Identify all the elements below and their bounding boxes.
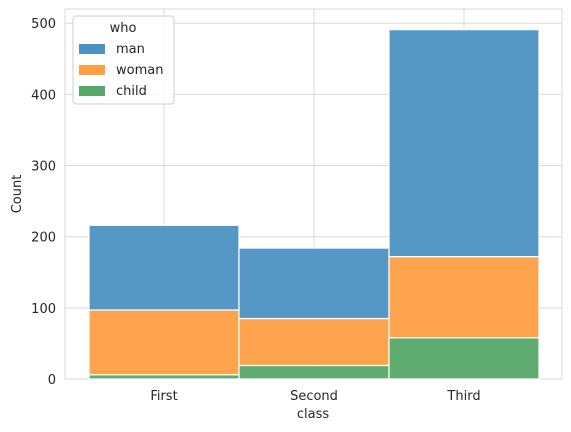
legend-swatch-man [79,44,105,54]
bar-woman-first [88,309,240,376]
legend-label-woman: woman [116,63,163,78]
y-tick-label: 400 [31,88,56,103]
legend-box [72,15,175,105]
y-tick-label: 100 [31,302,56,317]
legend-swatch-child [79,86,105,96]
bar-child-first [88,374,240,380]
legend-title: who [110,21,137,36]
y-axis-label: Count [10,175,25,214]
legend-label-man: man [116,42,145,57]
legend-label-child: child [116,84,147,99]
bar-woman-second [238,317,390,367]
legend-swatch-woman [79,65,105,75]
x-axis-label: class [297,407,329,422]
legend: who man woman child [72,15,175,105]
y-tick-label: 200 [31,231,56,246]
y-tick-label: 300 [31,160,56,175]
bar-child-third [388,337,540,380]
y-tick-label: 0 [48,373,56,388]
x-tick-label: Second [290,389,338,404]
bar-man-third [388,29,540,258]
bar-man-second [238,247,390,320]
x-tick-label: First [150,389,177,404]
bar-child-second [238,364,390,380]
bar-woman-third [388,256,540,339]
y-tick-label: 500 [31,17,56,32]
x-tick-label: Third [446,389,480,404]
bar-man-first [88,224,240,311]
